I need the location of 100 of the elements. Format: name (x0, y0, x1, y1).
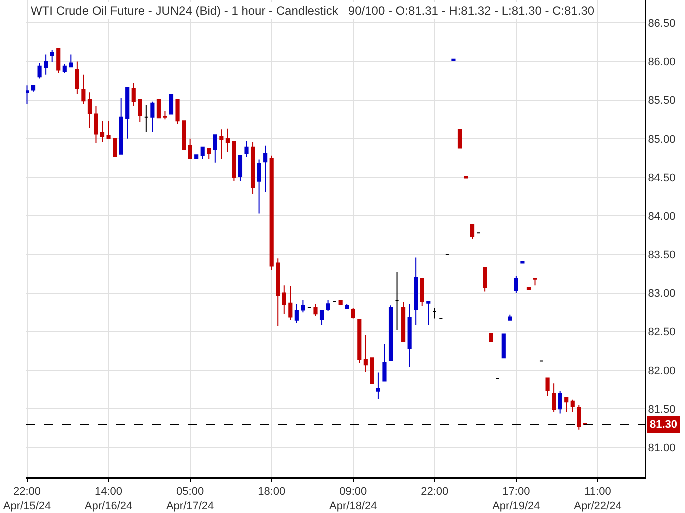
candlestick (388, 305, 394, 361)
y-tick-label: 84.50 (648, 172, 676, 184)
candlestick (508, 314, 512, 321)
candlestick (238, 155, 243, 182)
candlestick (552, 383, 556, 413)
candlestick (577, 404, 582, 430)
y-tick-label: 86.00 (648, 56, 676, 69)
candlestick (31, 85, 36, 92)
candlestick (226, 128, 230, 153)
candlestick (294, 304, 299, 324)
x-tick-label: 09:00 Apr/18/24 (330, 486, 378, 512)
candlestick (320, 310, 324, 326)
candlestick (526, 287, 532, 290)
candlestick (408, 304, 412, 368)
candlestick (489, 332, 494, 342)
y-tick-label: 85.00 (648, 134, 676, 146)
candlestick (514, 276, 518, 294)
candlestick (75, 61, 80, 95)
candlestick (558, 390, 562, 414)
candlestick (420, 278, 424, 307)
candlestick (364, 334, 368, 373)
y-tick-label: 81.50 (648, 404, 676, 416)
candlestick (56, 48, 61, 74)
y-tick-label: 85.50 (648, 95, 676, 108)
candlestick (213, 134, 218, 164)
candlestick (257, 159, 262, 214)
candlestick (270, 155, 274, 271)
candlestick (82, 74, 86, 105)
candlestick (126, 86, 130, 140)
candlestick (314, 304, 318, 317)
candlestick (276, 258, 280, 327)
x-tick-label: 22:00 Apr/15/24 (3, 486, 52, 512)
candlestick (232, 142, 236, 182)
candlestick (395, 272, 400, 331)
candlestick (358, 319, 362, 364)
candlestick (132, 82, 136, 108)
candlestick (50, 50, 54, 64)
candlestick (414, 257, 418, 326)
candlestick (502, 334, 506, 359)
y-tick-label: 84.00 (648, 210, 676, 223)
y-tick-label: 83.00 (648, 288, 676, 300)
candlestick (69, 54, 74, 68)
candlestick (220, 129, 224, 160)
candlestick (402, 302, 406, 342)
candlestick (546, 378, 550, 396)
candlestick (150, 101, 155, 132)
y-tick-label: 86.50 (648, 18, 676, 30)
candlestick (301, 300, 306, 314)
candlestick (188, 138, 192, 160)
candlestick (382, 344, 387, 382)
candlestick (38, 62, 42, 80)
candlestick (288, 286, 293, 321)
candlestick (100, 120, 105, 143)
candlestick (520, 261, 525, 264)
candlestick (244, 140, 249, 158)
candlestick (426, 301, 431, 326)
candlestick (326, 300, 330, 312)
candlestick (62, 64, 67, 74)
candlestick (144, 104, 148, 132)
y-tick-label: 83.50 (648, 250, 676, 262)
candlestick (452, 58, 456, 62)
candlestick (570, 399, 575, 413)
candlestick (564, 397, 569, 413)
candlestick (282, 285, 286, 315)
x-tick-label: 17:00 Apr/19/24 (492, 486, 540, 512)
candlestick (113, 138, 118, 158)
candlestick (182, 120, 186, 150)
y-tick-label: 81.00 (648, 442, 676, 455)
candlestick (106, 120, 111, 140)
candlestick (470, 224, 475, 240)
candlestick (26, 85, 30, 105)
candlestick (163, 110, 168, 120)
candlestick (207, 148, 212, 160)
candlestick (88, 92, 92, 129)
candlestick (338, 300, 343, 306)
ref-line-label: 81.30 (650, 419, 678, 431)
candlestick (483, 267, 488, 292)
x-tick-label: 22:00 (421, 486, 449, 498)
candlestick (351, 307, 356, 320)
candlestick (264, 145, 268, 193)
candlestick (138, 99, 142, 122)
candlestick (176, 99, 180, 125)
candlestick (169, 94, 174, 115)
y-tick-label: 82.50 (648, 326, 676, 339)
candlestick (464, 176, 468, 179)
candlestick (200, 146, 205, 160)
candlestick (458, 129, 462, 149)
candlestick (94, 106, 98, 144)
candlestick (345, 304, 350, 310)
candlestick (533, 278, 538, 286)
candlestick (119, 98, 124, 155)
chart-title: WTI Crude Oil Future - JUN24 (Bid) - 1 hour - Candlestick 90/100 - O:81.31 - H:81.32 - L:81.30 - C:81.30 (31, 4, 595, 18)
x-tick-label: 14:00 Apr/16/24 (84, 486, 133, 512)
candlestick (432, 307, 437, 320)
x-tick-label: 18:00 (258, 486, 286, 498)
candlestick (194, 154, 199, 160)
x-tick-label: 11:00 Apr/22/24 (574, 486, 622, 512)
candlestick (156, 99, 161, 119)
candlestick (370, 358, 374, 384)
candlestick (376, 372, 380, 400)
